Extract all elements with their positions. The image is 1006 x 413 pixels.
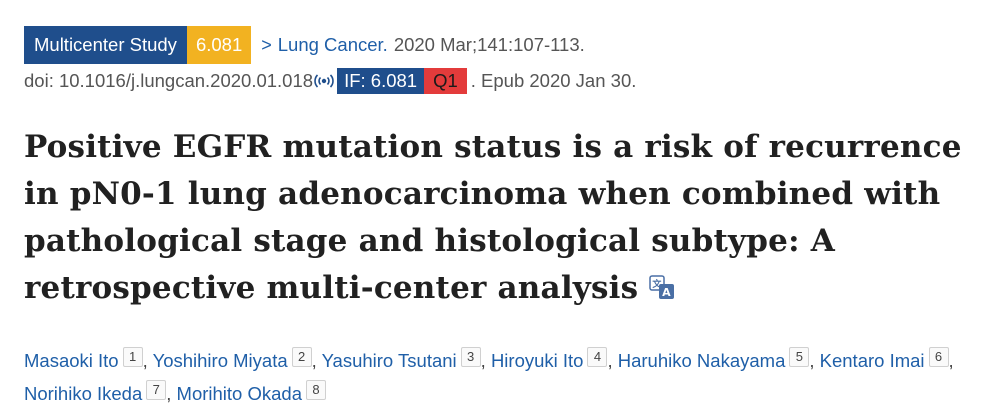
affiliation-badge[interactable]: 2 xyxy=(291,347,312,367)
citation-line: Multicenter Study 6.081 > Lung Cancer. 2… xyxy=(24,26,585,64)
author-link[interactable]: Hiroyuki Ito xyxy=(490,350,584,371)
score-badge: 6.081 xyxy=(186,26,252,64)
article-title: Positive EGFR mutation status is a risk … xyxy=(24,124,989,312)
impact-factor-badge: IF: 6.081 xyxy=(337,68,425,94)
author-link[interactable]: Haruhiko Nakayama xyxy=(617,350,786,371)
affiliation-badge[interactable]: 6 xyxy=(928,347,949,367)
doi-line: doi: 10.1016/j.lungcan.2020.01.018 IF: 6… xyxy=(24,66,636,96)
translate-icon[interactable]: 文 A xyxy=(648,273,676,301)
quartile-badge: Q1 xyxy=(424,68,467,94)
author-link[interactable]: Morihito Okada xyxy=(176,383,302,404)
issue-info: 2020 Mar;141:107-113. xyxy=(393,34,585,55)
journal-link[interactable]: Lung Cancer. xyxy=(277,34,388,55)
author-link[interactable]: Masaoki Ito xyxy=(24,350,119,371)
article-title-text: Positive EGFR mutation status is a risk … xyxy=(24,129,962,306)
affiliation-badge[interactable]: 3 xyxy=(460,347,481,367)
author-item: Yasuhiro Tsutani 3, xyxy=(321,347,486,371)
author-item: Haruhiko Nakayama 5, xyxy=(617,347,815,371)
affiliation-badge[interactable]: 1 xyxy=(122,347,143,367)
epub-date: . Epub 2020 Jan 30. xyxy=(470,70,637,91)
svg-text:文: 文 xyxy=(652,278,663,290)
affiliation-badge[interactable]: 8 xyxy=(306,380,326,400)
author-item: Morihito Okada 8 xyxy=(176,380,326,404)
author-list: Masaoki Ito 1, Yoshihiro Miyata 2, Yasuhir… xyxy=(24,344,989,410)
study-type-badge[interactable]: Multicenter Study xyxy=(24,26,187,64)
author-item: Yoshihiro Miyata 2, xyxy=(152,347,317,371)
broadcast-icon[interactable] xyxy=(314,74,334,88)
author-item: Masaoki Ito 1, xyxy=(24,347,148,371)
author-link[interactable]: Yoshihiro Miyata xyxy=(152,350,288,371)
affiliation-badge[interactable]: 7 xyxy=(146,380,167,400)
author-item: Hiroyuki Ito 4, xyxy=(490,347,613,371)
author-item: Kentaro Imai 6, xyxy=(819,347,954,371)
author-link[interactable]: Kentaro Imai xyxy=(819,350,925,371)
affiliation-badge[interactable]: 4 xyxy=(587,347,608,367)
affiliation-badge[interactable]: 5 xyxy=(789,347,810,367)
chevron-right-icon[interactable]: > xyxy=(261,34,272,55)
author-item: Norihiko Ikeda 7, xyxy=(24,380,172,404)
doi-text[interactable]: doi: 10.1016/j.lungcan.2020.01.018 xyxy=(24,70,314,91)
author-link[interactable]: Norihiko Ikeda xyxy=(24,383,143,404)
svg-text:A: A xyxy=(662,286,671,299)
author-link[interactable]: Yasuhiro Tsutani xyxy=(321,350,457,371)
